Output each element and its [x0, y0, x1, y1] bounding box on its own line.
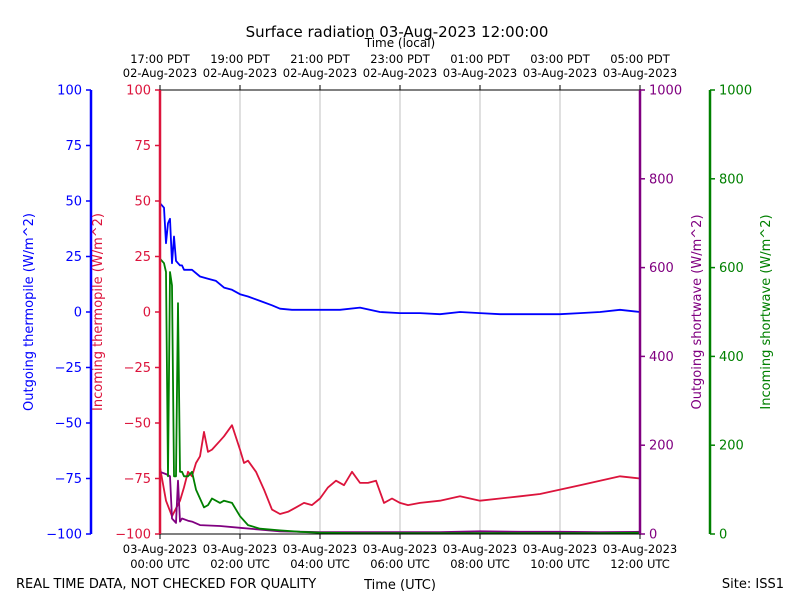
y-tick-label-out_sw: 400 [649, 350, 674, 365]
y-tick-label-in_sw: 800 [719, 172, 744, 187]
y-tick-label-out_thermo: −75 [55, 472, 82, 487]
y-tick-label-in_sw: 200 [719, 439, 744, 454]
x-axis-label: Time (UTC) [363, 578, 436, 593]
y-tick-label-in_thermo: 75 [134, 139, 151, 154]
y-tick-label-in_thermo: 50 [134, 195, 151, 210]
bottom-tick-date: 03-Aug-2023 [443, 542, 517, 556]
y-tick-label-out_thermo: −25 [55, 361, 82, 376]
y-tick-label-in_sw: 600 [719, 261, 744, 276]
series-line-in_thermo [159, 424, 641, 518]
bottom-tick-label: 08:00 UTC [450, 557, 510, 571]
y-tick-label-out_sw: 1000 [649, 84, 682, 99]
top-tick-date: 03-Aug-2023 [603, 66, 677, 80]
y-tick-label-out_thermo: 0 [74, 306, 82, 321]
y-tick-label-out_sw: 600 [649, 261, 674, 276]
y-tick-label-out_thermo: −50 [55, 417, 82, 432]
top-tick-label: 17:00 PDT [130, 52, 191, 66]
grid-lines [239, 90, 561, 534]
series-line-in_sw [159, 258, 641, 534]
top-tick-label: 01:00 PDT [450, 52, 511, 66]
top-tick-date: 02-Aug-2023 [123, 66, 197, 80]
bottom-tick-label: 04:00 UTC [290, 557, 350, 571]
series-lines [159, 202, 641, 534]
series-line-out_sw [159, 470, 641, 534]
site-label: Site: ISS1 [722, 577, 784, 592]
y-tick-label-out_sw: 800 [649, 172, 674, 187]
axes: −100 −75 −50 −25 0 25 50 75 100 Outgoing thermopi… [22, 52, 774, 571]
y-axis-label-out_thermo: Outgoing thermopile (W/m^2) [22, 213, 37, 411]
top-tick-label: 05:00 PDT [610, 52, 671, 66]
y-tick-label-in_thermo: 100 [126, 84, 151, 99]
bottom-tick-date: 03-Aug-2023 [203, 542, 277, 556]
bottom-tick-label: 10:00 UTC [530, 557, 590, 571]
top-tick-label: 21:00 PDT [290, 52, 351, 66]
bottom-tick-date: 03-Aug-2023 [603, 542, 677, 556]
bottom-tick-label: 06:00 UTC [370, 557, 430, 571]
y-tick-label-out_thermo: 75 [65, 139, 82, 154]
y-axis-label-in_thermo: Incoming thermopile (W/m^2) [91, 213, 106, 411]
top-tick-date: 02-Aug-2023 [283, 66, 357, 80]
bottom-tick-label: 00:00 UTC [130, 557, 190, 571]
y-tick-label-in_thermo: −75 [124, 472, 151, 487]
bottom-tick-label: 02:00 UTC [210, 557, 270, 571]
top-axis-label: Time (local) [364, 36, 436, 50]
top-tick-date: 02-Aug-2023 [203, 66, 277, 80]
y-tick-label-in_thermo: −100 [115, 528, 151, 543]
series-line-out_thermo [159, 202, 641, 316]
y-axis-label-out_sw: Outgoing shortwave (W/m^2) [690, 214, 705, 409]
top-tick-date: 03-Aug-2023 [523, 66, 597, 80]
y-tick-label-in_thermo: 25 [134, 250, 151, 265]
y-tick-label-out_thermo: 100 [57, 84, 82, 99]
top-tick-label: 19:00 PDT [210, 52, 271, 66]
top-tick-date: 03-Aug-2023 [443, 66, 517, 80]
bottom-tick-label: 12:00 UTC [610, 557, 670, 571]
bottom-tick-date: 03-Aug-2023 [363, 542, 437, 556]
y-tick-label-out_sw: 200 [649, 439, 674, 454]
y-tick-label-in_thermo: −25 [124, 361, 151, 376]
y-tick-label-in_sw: 1000 [719, 84, 752, 99]
y-tick-label-out_thermo: −100 [46, 528, 82, 543]
y-tick-label-out_sw: 0 [649, 528, 657, 543]
y-tick-label-in_thermo: 0 [143, 306, 151, 321]
y-tick-label-in_thermo: −50 [124, 417, 151, 432]
y-tick-label-out_thermo: 50 [65, 195, 82, 210]
chart-title: Surface radiation 03-Aug-2023 12:00:00 [246, 23, 549, 41]
top-tick-label: 23:00 PDT [370, 52, 431, 66]
y-tick-label-in_sw: 0 [719, 528, 727, 543]
quality-note: REAL TIME DATA, NOT CHECKED FOR QUALITY [16, 577, 316, 592]
bottom-tick-date: 03-Aug-2023 [123, 542, 197, 556]
y-tick-label-out_thermo: 25 [65, 250, 82, 265]
bottom-tick-date: 03-Aug-2023 [523, 542, 597, 556]
top-tick-label: 03:00 PDT [530, 52, 591, 66]
top-tick-date: 02-Aug-2023 [363, 66, 437, 80]
bottom-tick-date: 03-Aug-2023 [283, 542, 357, 556]
y-tick-label-in_sw: 400 [719, 350, 744, 365]
y-axis-label-in_sw: Incoming shortwave (W/m^2) [759, 214, 774, 409]
